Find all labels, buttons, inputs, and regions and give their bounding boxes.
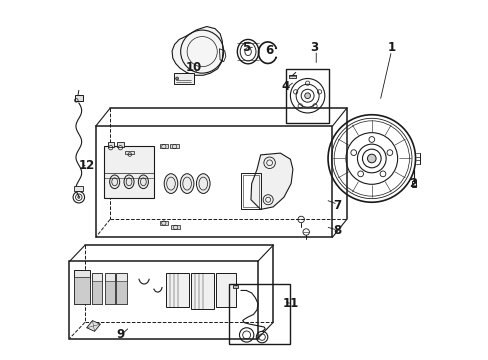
Circle shape: [78, 196, 80, 198]
Text: 4: 4: [281, 80, 289, 93]
Bar: [159, 144, 168, 148]
Bar: [104, 282, 115, 304]
Bar: [159, 221, 168, 225]
Text: 9: 9: [117, 328, 124, 341]
Ellipse shape: [196, 174, 210, 193]
Bar: [92, 273, 102, 304]
Bar: [286, 69, 328, 123]
Text: 7: 7: [333, 199, 341, 212]
Bar: [116, 282, 126, 304]
Bar: [117, 142, 123, 147]
Circle shape: [367, 154, 375, 163]
Bar: [233, 285, 238, 288]
Circle shape: [175, 77, 178, 80]
Text: 2: 2: [408, 177, 416, 190]
Bar: [228, 284, 290, 344]
Bar: [69, 261, 257, 338]
Bar: [411, 181, 415, 187]
Text: 12: 12: [79, 159, 95, 172]
Bar: [241, 173, 260, 209]
Ellipse shape: [124, 175, 134, 189]
Bar: [96, 126, 332, 237]
Bar: [165, 273, 188, 307]
Bar: [104, 273, 115, 304]
Bar: [125, 150, 134, 154]
Bar: [174, 73, 193, 84]
Bar: [107, 142, 114, 147]
Polygon shape: [250, 153, 292, 210]
Ellipse shape: [109, 175, 120, 189]
Ellipse shape: [180, 174, 194, 193]
Circle shape: [304, 93, 310, 99]
Bar: [74, 186, 83, 191]
Ellipse shape: [164, 174, 178, 193]
Text: 3: 3: [310, 41, 318, 54]
Ellipse shape: [138, 175, 148, 189]
Bar: [74, 270, 90, 304]
Polygon shape: [172, 27, 223, 75]
Bar: [104, 146, 154, 198]
Bar: [171, 225, 180, 229]
Bar: [75, 95, 83, 101]
Text: 1: 1: [386, 41, 395, 54]
Text: 8: 8: [333, 224, 341, 237]
Text: 10: 10: [186, 60, 202, 73]
Bar: [215, 273, 235, 307]
Text: 5: 5: [242, 41, 250, 54]
Bar: [289, 75, 295, 78]
Bar: [74, 277, 90, 304]
Bar: [92, 282, 102, 304]
Text: 11: 11: [283, 297, 299, 310]
Polygon shape: [86, 320, 100, 331]
Text: 6: 6: [265, 44, 273, 57]
Bar: [242, 175, 258, 207]
Bar: [116, 273, 126, 304]
Bar: [190, 273, 214, 309]
Bar: [170, 144, 179, 148]
